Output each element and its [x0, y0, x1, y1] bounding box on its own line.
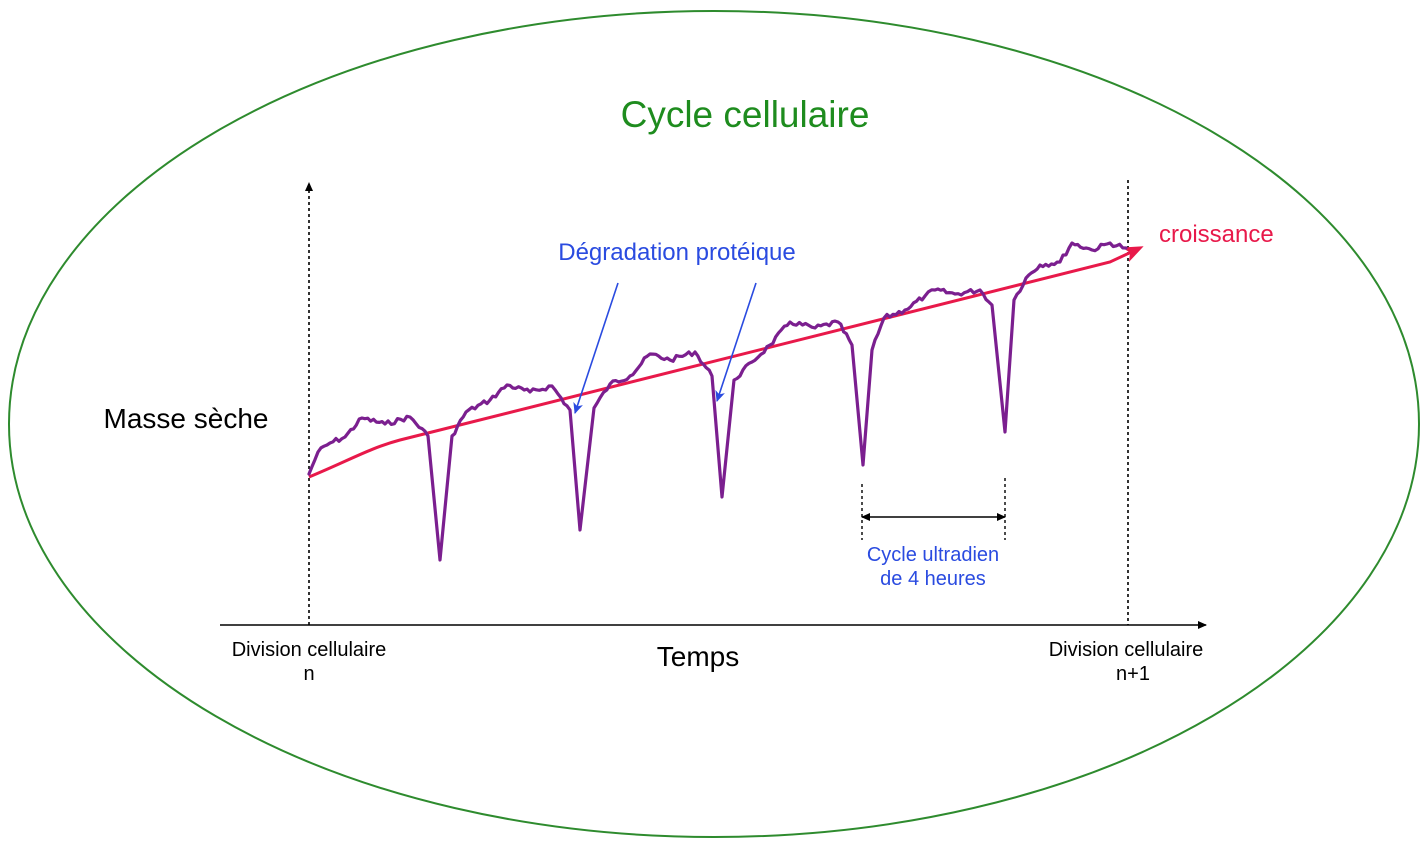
degradation-label: Dégradation protéique [558, 239, 796, 266]
growth-label: croissance [1159, 221, 1274, 248]
division-end-label-line1: Division cellulaire [1049, 639, 1204, 661]
ultradian-label-line1: Cycle ultradien [867, 544, 999, 566]
dry-mass-curve [307, 241, 1128, 562]
division-start-label-line2: n [303, 663, 314, 685]
cell-ellipse [8, 10, 1420, 838]
x-axis-label: Temps [657, 641, 739, 672]
division-end-label-line2: n+1 [1116, 663, 1150, 685]
degradation-arrow-2 [715, 282, 757, 402]
degradation-arrow-1 [573, 282, 619, 414]
diagram-title: Cycle cellulaire [621, 94, 870, 135]
growth-line [308, 246, 1144, 479]
ultradian-label-line2: de 4 heures [880, 568, 986, 590]
division-start-label-line1: Division cellulaire [232, 639, 387, 661]
y-axis-label: Masse sèche [104, 403, 269, 434]
